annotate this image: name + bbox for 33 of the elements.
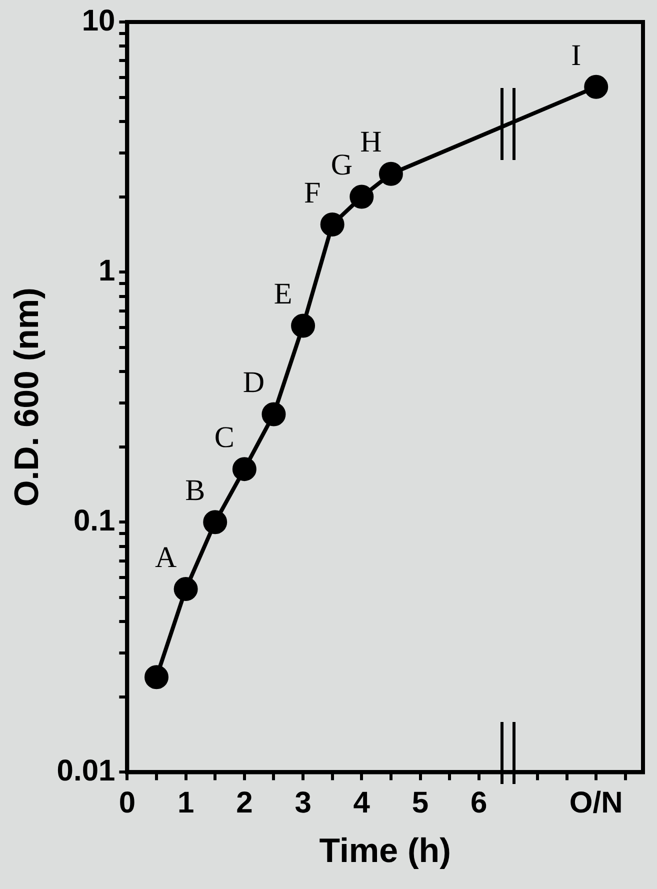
annotation: F xyxy=(304,176,321,210)
y-tick-label: 10 xyxy=(82,4,116,38)
annotation: D xyxy=(242,366,265,400)
x-tick-label: 3 xyxy=(294,786,312,820)
x-tick-label: 5 xyxy=(412,786,429,820)
annotation: G xyxy=(330,148,352,182)
point xyxy=(144,665,168,690)
point xyxy=(262,402,286,426)
y-axis-title: O.D. 600 (nm) xyxy=(8,288,46,507)
x-tick-label: 1 xyxy=(177,786,194,820)
annotation: C xyxy=(214,420,234,454)
x-tick-label: 2 xyxy=(236,786,253,820)
x-tick-label: O/N xyxy=(569,786,623,820)
point xyxy=(584,74,608,99)
point xyxy=(174,577,198,602)
annotation: I xyxy=(571,38,582,72)
point xyxy=(291,314,316,338)
point xyxy=(203,510,228,534)
y-tick-label: 1 xyxy=(98,254,116,288)
y-tick-label: 0.01 xyxy=(56,754,116,788)
annotation: A xyxy=(154,540,177,574)
x-tick-label: 4 xyxy=(353,786,370,820)
point xyxy=(320,212,344,236)
point xyxy=(378,162,403,186)
point xyxy=(350,184,374,209)
x-axis-title: Time (h) xyxy=(319,832,451,870)
x-tick-label: 0 xyxy=(118,786,136,820)
y-tick-label: 0.1 xyxy=(73,504,116,538)
annotation: B xyxy=(185,474,206,508)
x-tick-label: 6 xyxy=(470,786,488,820)
annotation: H xyxy=(360,126,382,159)
point xyxy=(232,457,256,482)
annotation: E xyxy=(274,278,292,311)
